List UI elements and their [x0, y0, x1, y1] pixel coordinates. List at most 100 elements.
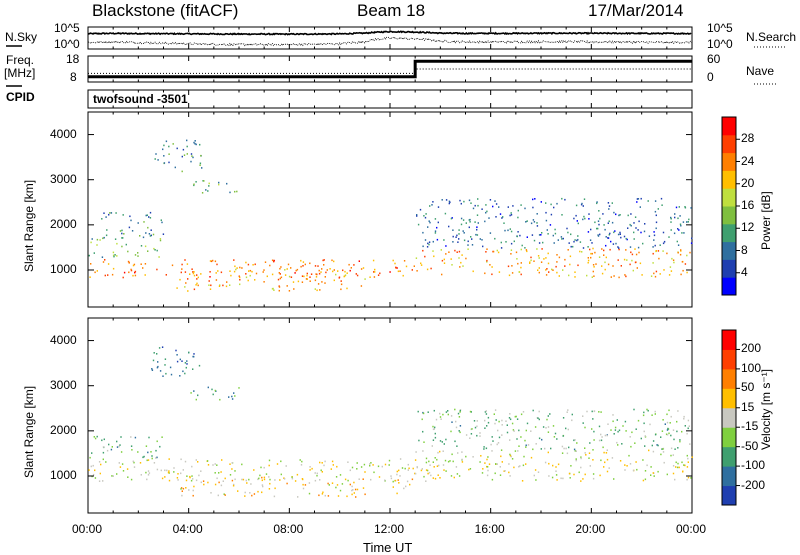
- velocity-cell: [89, 456, 91, 459]
- power-cell: [218, 183, 220, 186]
- velocity-cell: [399, 475, 401, 477]
- velocity-cell: [156, 440, 158, 443]
- power-cell: [278, 286, 281, 288]
- power-cell: [471, 238, 473, 240]
- velocity-cell: [663, 461, 665, 464]
- power-cell: [509, 214, 511, 217]
- power-cell: [626, 259, 628, 261]
- velocity-cell: [497, 442, 500, 444]
- power-cell: [333, 260, 335, 263]
- velocity-cell: [566, 411, 568, 413]
- power-cell: [501, 217, 503, 219]
- power-cell: [413, 265, 415, 267]
- power-cell: [644, 223, 646, 225]
- power-cell: [214, 260, 217, 263]
- power-cell: [629, 246, 632, 248]
- power-cell: [263, 269, 265, 271]
- power-cell: [629, 263, 631, 266]
- power-cell: [323, 264, 325, 266]
- velocity-cell: [370, 478, 372, 481]
- power-cell: [186, 145, 188, 148]
- velocity-cell: [490, 443, 492, 446]
- power-cell: [315, 276, 318, 278]
- velocity-cell: [486, 465, 488, 468]
- velocity-cell: [605, 452, 608, 454]
- velocity-cell: [180, 488, 182, 490]
- power-cell: [424, 255, 426, 258]
- power-cell: [556, 271, 558, 274]
- velocity-cell: [285, 465, 287, 467]
- velocity-cell: [432, 425, 434, 428]
- velocity-cell: [555, 474, 558, 476]
- velocity-colorbar-segment: [722, 349, 736, 370]
- velocity-cell: [398, 469, 400, 472]
- velocity-cell: [557, 463, 560, 466]
- velocity-cell: [147, 470, 150, 472]
- velocity-cell: [198, 364, 201, 367]
- power-cell: [125, 243, 127, 246]
- velocity-cell: [131, 449, 133, 451]
- power-cell: [545, 202, 547, 204]
- velocity-cell: [690, 477, 692, 479]
- power-cell: [631, 259, 633, 262]
- power-cell: [436, 226, 438, 229]
- velocity-cell: [644, 435, 646, 437]
- velocity-cell: [316, 472, 318, 475]
- power-cell: [230, 274, 232, 277]
- velocity-cell: [436, 465, 439, 467]
- velocity-cell: [683, 464, 685, 466]
- power-cell: [458, 238, 460, 240]
- power-cell: [580, 203, 583, 206]
- velocity-cell: [151, 369, 154, 371]
- power-cell: [545, 211, 547, 214]
- velocity-cell: [538, 410, 540, 413]
- power-cell: [485, 204, 487, 206]
- velocity-cell: [632, 469, 635, 472]
- power-cell: [468, 226, 470, 229]
- power-cell: [541, 232, 543, 234]
- power-cell: [626, 238, 628, 241]
- velocity-cell: [637, 419, 640, 422]
- velocity-cell: [407, 469, 409, 471]
- power-cell: [297, 280, 300, 283]
- velocity-cell: [207, 386, 209, 389]
- power-cell: [657, 208, 659, 210]
- velocity-cell: [251, 494, 253, 497]
- velocity-cell: [459, 431, 461, 434]
- velocity-cell: [214, 389, 216, 392]
- power-cell: [472, 270, 474, 273]
- velocity-cell: [589, 465, 591, 467]
- velocity-cell: [119, 444, 121, 446]
- power-cell: [633, 231, 635, 234]
- velocity-cell: [158, 347, 161, 349]
- power-cell: [680, 250, 682, 252]
- power-cell: [191, 155, 193, 157]
- velocity-cell: [234, 395, 236, 397]
- velocity-cell: [571, 419, 573, 422]
- velocity-cell: [666, 413, 668, 416]
- power-cell: [573, 217, 575, 220]
- velocity-cell: [616, 419, 618, 421]
- power-cell: [112, 267, 115, 270]
- velocity-cell: [88, 469, 90, 471]
- velocity-cell: [666, 433, 669, 436]
- velocity-cell: [218, 481, 220, 484]
- power-cell: [598, 223, 600, 226]
- velocity-cell: [309, 469, 311, 471]
- power-cell: [567, 231, 569, 234]
- power-colorbar-segment: [722, 170, 736, 189]
- velocity-cell: [186, 360, 188, 362]
- velocity-cell: [130, 445, 133, 447]
- velocity-cell: [650, 466, 652, 468]
- power-cell: [467, 248, 469, 250]
- velocity-cell: [98, 480, 101, 482]
- velocity-cell: [624, 464, 626, 466]
- velocity-cell: [687, 461, 689, 463]
- velocity-cell: [480, 455, 482, 457]
- velocity-cell: [106, 449, 109, 452]
- power-cell: [658, 257, 660, 260]
- power-cell: [469, 221, 471, 223]
- velocity-cell: [602, 446, 604, 449]
- x-tick-label: 20:00: [575, 522, 606, 536]
- power-cell: [504, 229, 506, 232]
